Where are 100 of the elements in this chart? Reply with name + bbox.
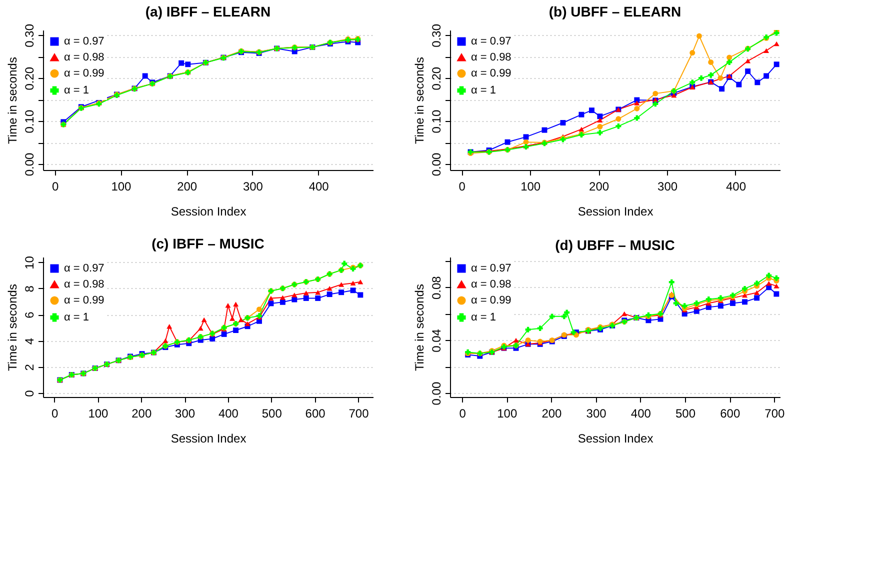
point — [774, 291, 780, 297]
point — [652, 90, 658, 96]
point — [570, 330, 576, 336]
y-tick-label: 10 — [22, 256, 36, 270]
point — [718, 303, 724, 309]
x-tick-label: 0 — [458, 180, 466, 194]
x-tick-label: 700 — [348, 406, 370, 420]
point — [616, 116, 622, 122]
point — [142, 73, 148, 79]
point — [244, 321, 250, 326]
legend-label: α = 0.98 — [471, 52, 512, 64]
legend-label: α = 0.99 — [471, 294, 512, 306]
x-tick-label: 0 — [51, 406, 58, 420]
legend-label: α = 0.99 — [471, 68, 512, 80]
x-axis-title: Session Index — [170, 432, 246, 446]
point — [764, 73, 770, 79]
x-tick-label: 600 — [305, 406, 326, 420]
y-tick-label: 0.30 — [430, 24, 444, 48]
y-tick-label: 0.10 — [430, 110, 444, 134]
legend-label: α = 0.97 — [64, 262, 104, 274]
point — [690, 50, 696, 56]
point — [754, 290, 760, 296]
point — [280, 295, 286, 300]
chart-title: (a) IBFF – ELEARN — [145, 3, 271, 20]
point — [597, 124, 603, 130]
legend-label: α = 1 — [64, 312, 90, 324]
y-tick-label: 0.04 — [430, 328, 444, 352]
point — [326, 292, 332, 298]
x-tick-label: 700 — [764, 406, 786, 420]
x-tick-label: 200 — [132, 406, 152, 420]
point — [742, 299, 748, 305]
point — [303, 290, 309, 296]
x-tick-label: 500 — [262, 406, 282, 420]
x-tick-label: 200 — [177, 180, 198, 194]
point — [166, 324, 172, 329]
point — [513, 338, 519, 343]
y-tick-label: 0.08 — [430, 276, 444, 300]
y-tick-label: 0.30 — [22, 24, 36, 48]
point — [525, 337, 531, 343]
point — [560, 120, 566, 126]
point — [698, 75, 704, 81]
y-tick-label: 0 — [22, 390, 36, 397]
point — [523, 134, 529, 140]
point — [597, 130, 603, 136]
point — [561, 314, 567, 320]
point — [597, 114, 603, 120]
y-tick-label: 6 — [22, 311, 36, 318]
y-tick-label: 2 — [22, 364, 36, 371]
x-tick-label: 200 — [589, 180, 610, 194]
point — [754, 295, 760, 301]
point — [350, 288, 356, 294]
x-tick-label: 400 — [726, 180, 746, 194]
point — [537, 326, 543, 332]
x-tick-label: 400 — [630, 406, 652, 420]
chart-title: (d) UBFF – MUSIC — [555, 237, 675, 253]
point — [726, 59, 732, 65]
point — [268, 300, 274, 306]
point — [774, 284, 780, 288]
point — [221, 331, 227, 337]
point — [682, 303, 688, 309]
x-axis-title: Session Index — [578, 432, 654, 446]
point — [616, 123, 622, 129]
point — [198, 326, 204, 331]
point — [185, 62, 191, 68]
point — [201, 317, 207, 322]
legend-label: α = 0.98 — [64, 278, 104, 290]
point — [774, 62, 780, 68]
y-tick-label: 8 — [22, 285, 36, 292]
y-axis-title: Time in seconds — [6, 284, 20, 371]
point — [162, 338, 168, 344]
legend-label: α = 1 — [471, 312, 496, 324]
point — [764, 48, 770, 53]
point — [736, 82, 742, 88]
point — [178, 60, 184, 66]
x-tick-label: 0 — [52, 180, 60, 194]
chart-title: (b) UBFF – ELEARN — [548, 3, 682, 20]
x-tick-label: 300 — [586, 406, 607, 420]
y-axis-title: Time in seconds — [412, 57, 426, 144]
point — [525, 326, 531, 332]
x-tick-label: 0 — [459, 406, 466, 420]
point — [652, 101, 658, 107]
x-tick-label: 300 — [242, 180, 264, 194]
x-tick-label: 100 — [111, 180, 132, 194]
point — [230, 316, 236, 321]
legend-label: α = 0.97 — [471, 262, 512, 274]
x-tick-label: 400 — [218, 406, 239, 420]
point — [690, 80, 696, 86]
x-tick-label: 200 — [542, 406, 562, 420]
point — [315, 290, 321, 295]
y-tick-label: 0.00 — [22, 152, 36, 176]
point — [668, 279, 674, 285]
legend-label: α = 0.98 — [64, 52, 104, 64]
point — [256, 306, 262, 312]
point — [233, 328, 239, 334]
x-tick-label: 300 — [658, 180, 678, 194]
y-tick-label: 4 — [22, 338, 36, 345]
point — [634, 106, 640, 112]
point — [338, 282, 344, 287]
point — [358, 292, 364, 298]
y-tick-label: 0.00 — [430, 152, 444, 176]
